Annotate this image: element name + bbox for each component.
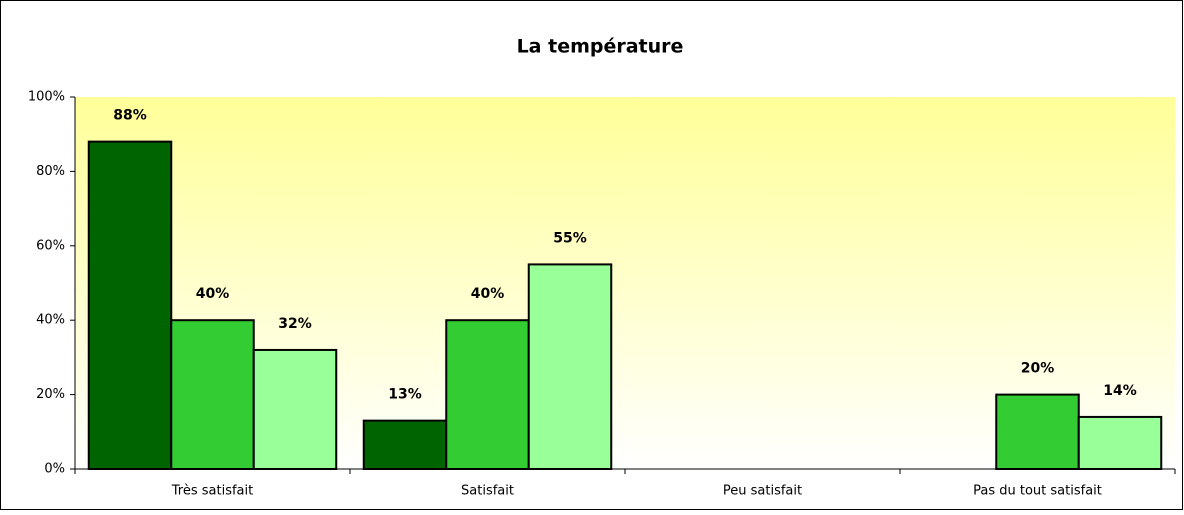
y-tick-label: 20% [36, 387, 65, 402]
value-label: 40% [471, 286, 505, 302]
bar [87, 140, 173, 470]
bar [1077, 415, 1163, 471]
value-label: 13% [388, 387, 422, 403]
value-label: 40% [196, 286, 230, 302]
chart-title: La température [517, 36, 684, 58]
x-tick-label: Peu satisfait [723, 484, 802, 499]
value-label: 14% [1103, 383, 1137, 399]
value-label: 32% [278, 316, 312, 332]
y-tick-label: 0% [44, 462, 65, 477]
bar [362, 419, 448, 471]
bar [170, 319, 255, 471]
y-tick-label: 40% [36, 313, 65, 328]
bar [252, 348, 338, 470]
y-tick-label: 60% [36, 238, 65, 253]
y-tick-label: 100% [28, 90, 65, 105]
y-tick-label: 80% [36, 164, 65, 179]
bar [527, 263, 613, 470]
value-label: 88% [113, 108, 147, 124]
value-label: 55% [553, 230, 587, 246]
x-tick-label: Satisfait [461, 484, 514, 499]
bar [995, 393, 1080, 471]
value-label: 20% [1021, 361, 1055, 377]
x-tick-label: Très satisfait [171, 484, 253, 499]
x-tick-label: Pas du tout satisfait [973, 484, 1102, 499]
bar [445, 319, 530, 471]
